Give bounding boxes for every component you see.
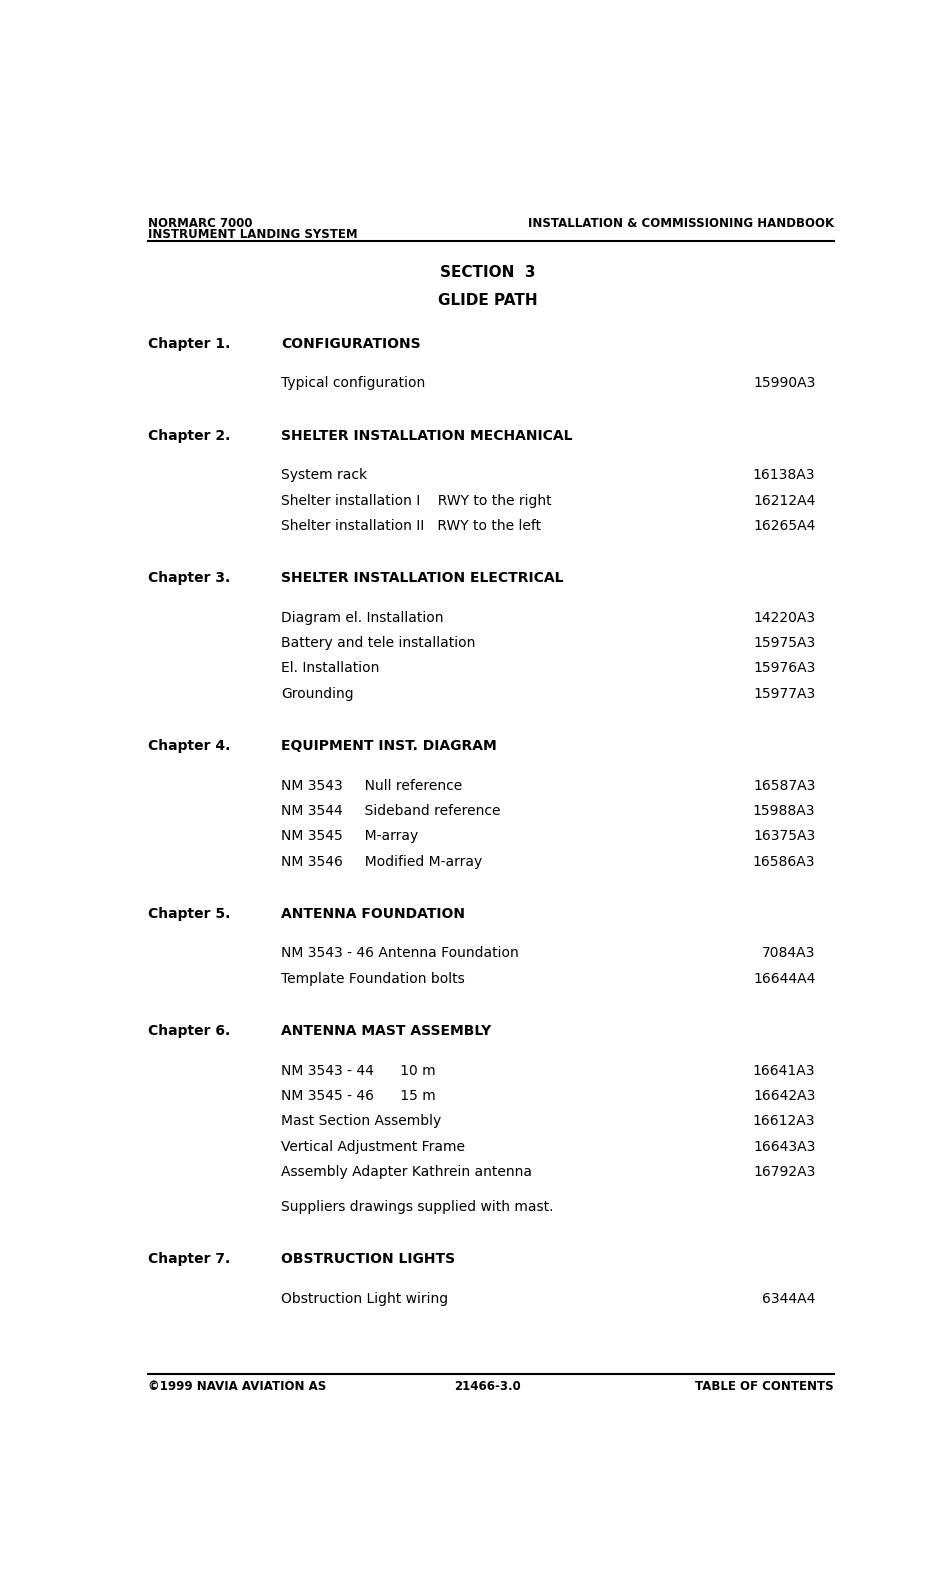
Text: Suppliers drawings supplied with mast.: Suppliers drawings supplied with mast. bbox=[281, 1200, 553, 1214]
Text: Chapter 3.: Chapter 3. bbox=[148, 572, 230, 584]
Text: Shelter installation I    RWY to the right: Shelter installation I RWY to the right bbox=[281, 494, 552, 508]
Text: ANTENNA MAST ASSEMBLY: ANTENNA MAST ASSEMBLY bbox=[281, 1023, 492, 1037]
Text: NM 3543 - 44      10 m: NM 3543 - 44 10 m bbox=[281, 1064, 436, 1077]
Text: Diagram el. Installation: Diagram el. Installation bbox=[281, 611, 443, 625]
Text: SHELTER INSTALLATION MECHANICAL: SHELTER INSTALLATION MECHANICAL bbox=[281, 428, 573, 442]
Text: SECTION  3: SECTION 3 bbox=[439, 265, 535, 279]
Text: 16612A3: 16612A3 bbox=[753, 1115, 815, 1129]
Text: ©1999 NAVIA AVIATION AS: ©1999 NAVIA AVIATION AS bbox=[148, 1380, 326, 1393]
Text: SHELTER INSTALLATION ELECTRICAL: SHELTER INSTALLATION ELECTRICAL bbox=[281, 572, 564, 584]
Text: 21466-3.0: 21466-3.0 bbox=[454, 1380, 521, 1393]
Text: 16375A3: 16375A3 bbox=[753, 829, 815, 843]
Text: Grounding: Grounding bbox=[281, 687, 354, 701]
Text: 16642A3: 16642A3 bbox=[753, 1090, 815, 1104]
Text: EQUIPMENT INST. DIAGRAM: EQUIPMENT INST. DIAGRAM bbox=[281, 739, 496, 753]
Text: ANTENNA FOUNDATION: ANTENNA FOUNDATION bbox=[281, 906, 465, 921]
Text: 15975A3: 15975A3 bbox=[753, 636, 815, 651]
Text: NM 3546     Modified M-array: NM 3546 Modified M-array bbox=[281, 854, 482, 868]
Text: 14220A3: 14220A3 bbox=[753, 611, 815, 625]
Text: 7084A3: 7084A3 bbox=[762, 946, 815, 960]
Text: NM 3545 - 46      15 m: NM 3545 - 46 15 m bbox=[281, 1090, 436, 1104]
Text: GLIDE PATH: GLIDE PATH bbox=[437, 292, 537, 308]
Text: El. Installation: El. Installation bbox=[281, 662, 379, 676]
Text: 15977A3: 15977A3 bbox=[753, 687, 815, 701]
Text: 16138A3: 16138A3 bbox=[753, 469, 815, 483]
Text: 15988A3: 15988A3 bbox=[753, 804, 815, 818]
Text: Chapter 2.: Chapter 2. bbox=[148, 428, 231, 442]
Text: Assembly Adapter Kathrein antenna: Assembly Adapter Kathrein antenna bbox=[281, 1165, 532, 1180]
Text: Chapter 6.: Chapter 6. bbox=[148, 1023, 230, 1037]
Text: Chapter 4.: Chapter 4. bbox=[148, 739, 231, 753]
Text: OBSTRUCTION LIGHTS: OBSTRUCTION LIGHTS bbox=[281, 1252, 456, 1266]
Text: 15976A3: 15976A3 bbox=[753, 662, 815, 676]
Text: 16792A3: 16792A3 bbox=[753, 1165, 815, 1180]
Text: NORMARC 7000: NORMARC 7000 bbox=[148, 218, 253, 231]
Text: Chapter 5.: Chapter 5. bbox=[148, 906, 231, 921]
Text: Typical configuration: Typical configuration bbox=[281, 376, 425, 390]
Text: 16587A3: 16587A3 bbox=[753, 778, 815, 793]
Text: Shelter installation II   RWY to the left: Shelter installation II RWY to the left bbox=[281, 519, 541, 534]
Text: 16265A4: 16265A4 bbox=[753, 519, 815, 534]
Text: NM 3545     M-array: NM 3545 M-array bbox=[281, 829, 418, 843]
Text: System rack: System rack bbox=[281, 469, 367, 483]
Text: Mast Section Assembly: Mast Section Assembly bbox=[281, 1115, 441, 1129]
Text: TABLE OF CONTENTS: TABLE OF CONTENTS bbox=[695, 1380, 834, 1393]
Text: Obstruction Light wiring: Obstruction Light wiring bbox=[281, 1292, 448, 1306]
Text: 16644A4: 16644A4 bbox=[753, 971, 815, 985]
Text: 6344A4: 6344A4 bbox=[762, 1292, 815, 1306]
Text: NM 3543 - 46 Antenna Foundation: NM 3543 - 46 Antenna Foundation bbox=[281, 946, 519, 960]
Text: INSTRUMENT LANDING SYSTEM: INSTRUMENT LANDING SYSTEM bbox=[148, 229, 358, 242]
Text: Chapter 1.: Chapter 1. bbox=[148, 336, 231, 351]
Text: Battery and tele installation: Battery and tele installation bbox=[281, 636, 476, 651]
Text: 16212A4: 16212A4 bbox=[753, 494, 815, 508]
Text: Vertical Adjustment Frame: Vertical Adjustment Frame bbox=[281, 1140, 465, 1154]
Text: CONFIGURATIONS: CONFIGURATIONS bbox=[281, 336, 420, 351]
Text: 16643A3: 16643A3 bbox=[753, 1140, 815, 1154]
Text: 16641A3: 16641A3 bbox=[753, 1064, 815, 1077]
Text: Template Foundation bolts: Template Foundation bolts bbox=[281, 971, 465, 985]
Text: 16586A3: 16586A3 bbox=[753, 854, 815, 868]
Text: 15990A3: 15990A3 bbox=[753, 376, 815, 390]
Text: INSTALLATION & COMMISSIONING HANDBOOK: INSTALLATION & COMMISSIONING HANDBOOK bbox=[528, 218, 834, 231]
Text: NM 3543     Null reference: NM 3543 Null reference bbox=[281, 778, 462, 793]
Text: Chapter 7.: Chapter 7. bbox=[148, 1252, 230, 1266]
Text: NM 3544     Sideband reference: NM 3544 Sideband reference bbox=[281, 804, 500, 818]
